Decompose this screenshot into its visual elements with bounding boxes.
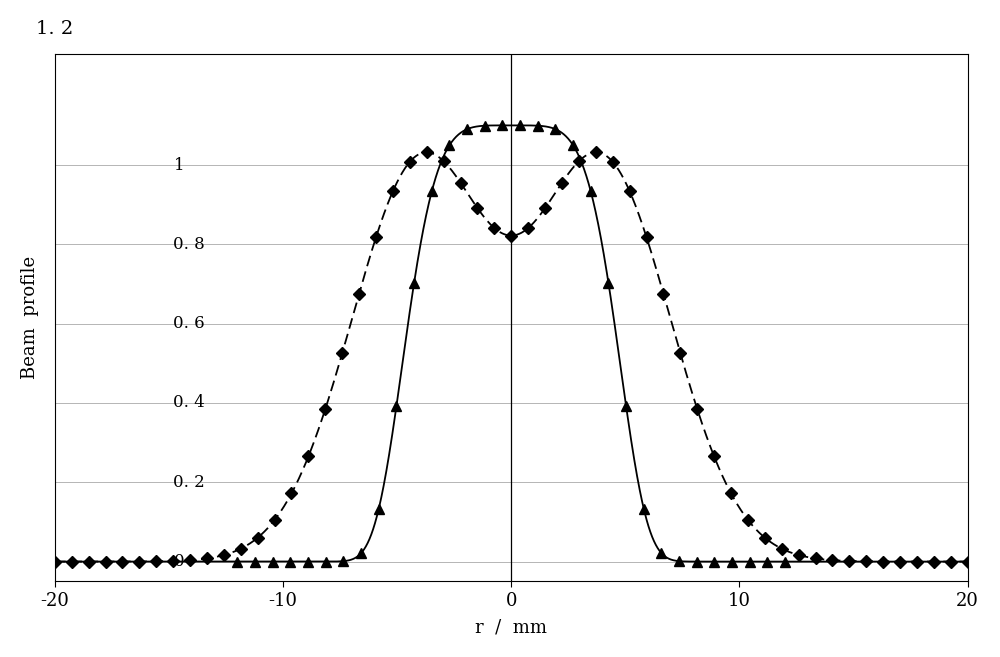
Text: 0. 2: 0. 2 (173, 474, 205, 491)
Text: 0. 8: 0. 8 (173, 236, 205, 253)
X-axis label: r  /  mm: r / mm (475, 618, 547, 636)
Y-axis label: Beam  profile: Beam profile (21, 256, 39, 379)
Text: 0: 0 (173, 553, 184, 570)
Text: 1. 2: 1. 2 (36, 20, 73, 38)
Text: 1: 1 (173, 156, 184, 173)
Text: 0. 4: 0. 4 (173, 394, 205, 411)
Text: 0. 6: 0. 6 (173, 315, 205, 332)
